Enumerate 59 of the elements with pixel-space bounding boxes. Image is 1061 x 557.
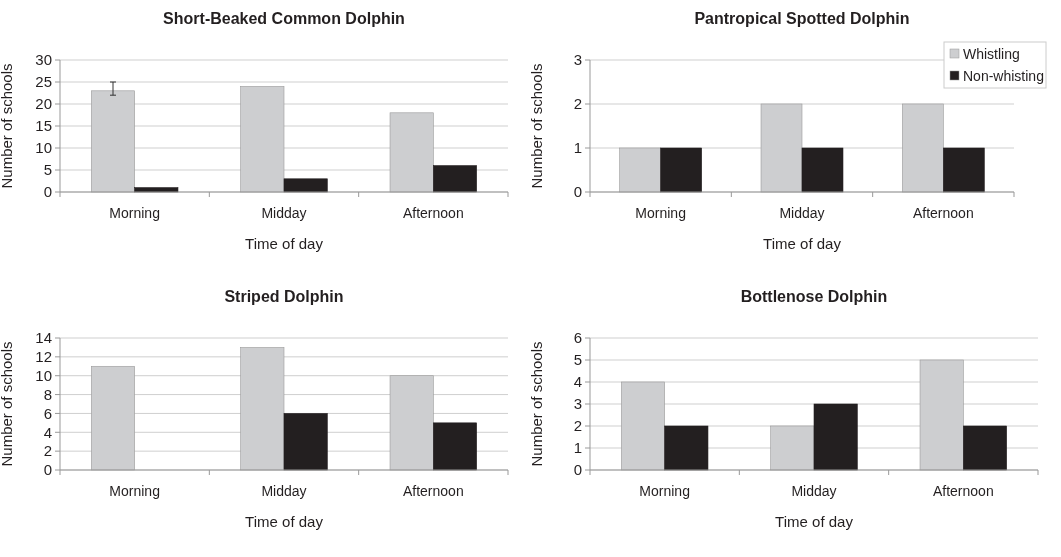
y-axis-title: Number of schools xyxy=(528,341,545,467)
y-tick-label: 2 xyxy=(43,442,52,460)
y-tick-label: 25 xyxy=(35,73,52,91)
legend-label: Non-whisting xyxy=(963,67,1044,84)
chart-title: Striped Dolphin xyxy=(224,288,344,305)
y-axis-title: Number of schools xyxy=(0,63,15,189)
y-tick-label: 2 xyxy=(573,417,582,435)
x-tick-label: Midday xyxy=(779,205,825,221)
y-tick-label: 1 xyxy=(573,439,582,457)
x-tick-label: Morning xyxy=(639,483,690,499)
y-tick-label: 3 xyxy=(573,51,582,69)
bar xyxy=(963,425,1007,471)
x-tick-label: Afternoon xyxy=(402,205,464,221)
y-tick-label: 6 xyxy=(43,404,52,422)
y-tick-label: 1 xyxy=(573,139,582,157)
y-tick-label: 15 xyxy=(35,117,52,135)
bar xyxy=(283,178,328,193)
y-tick-label: 4 xyxy=(573,373,582,391)
y-tick-label: 3 xyxy=(573,395,582,413)
y-tick-label: 0 xyxy=(43,461,52,479)
bar xyxy=(664,425,709,471)
y-tick-label: 20 xyxy=(35,95,52,113)
bar xyxy=(813,403,858,471)
y-tick-label: 0 xyxy=(43,183,52,201)
x-tick-label: Midday xyxy=(261,205,307,221)
legend-label: Whistling xyxy=(963,45,1020,62)
chart-title: Bottlenose Dolphin xyxy=(740,288,888,305)
y-tick-label: 14 xyxy=(35,329,52,347)
x-axis-title: Time of day xyxy=(763,235,842,252)
x-tick-label: Afternoon xyxy=(402,483,464,499)
x-axis-title: Time of day xyxy=(245,235,324,252)
bar xyxy=(283,413,328,471)
y-tick-label: 12 xyxy=(35,348,52,366)
x-tick-label: Midday xyxy=(261,483,307,499)
y-tick-label: 10 xyxy=(35,139,52,157)
x-tick-label: Afternoon xyxy=(932,483,994,499)
x-tick-label: Morning xyxy=(109,483,160,499)
y-tick-label: 6 xyxy=(573,329,582,347)
y-tick-label: 5 xyxy=(573,351,582,369)
y-tick-label: 5 xyxy=(43,161,52,179)
y-tick-label: 0 xyxy=(573,461,582,479)
x-axis-title: Time of day xyxy=(245,513,324,530)
y-tick-label: 30 xyxy=(35,51,52,69)
y-tick-label: 8 xyxy=(43,385,52,403)
bar xyxy=(433,422,477,471)
x-tick-label: Afternoon xyxy=(912,205,974,221)
x-tick-label: Morning xyxy=(635,205,686,221)
bar xyxy=(433,165,477,193)
y-tick-label: 2 xyxy=(573,95,582,113)
y-axis-title: Number of schools xyxy=(0,341,15,467)
chart-title: Pantropical Spotted Dolphin xyxy=(694,10,910,27)
y-tick-label: 0 xyxy=(573,183,582,201)
y-tick-label: 10 xyxy=(35,366,52,384)
x-axis-title: Time of day xyxy=(775,513,854,530)
x-tick-label: Morning xyxy=(109,205,160,221)
y-tick-label: 4 xyxy=(43,423,52,441)
x-tick-label: Midday xyxy=(791,483,837,499)
y-axis-title: Number of schools xyxy=(528,63,545,189)
chart-title: Short-Beaked Common Dolphin xyxy=(163,10,405,27)
